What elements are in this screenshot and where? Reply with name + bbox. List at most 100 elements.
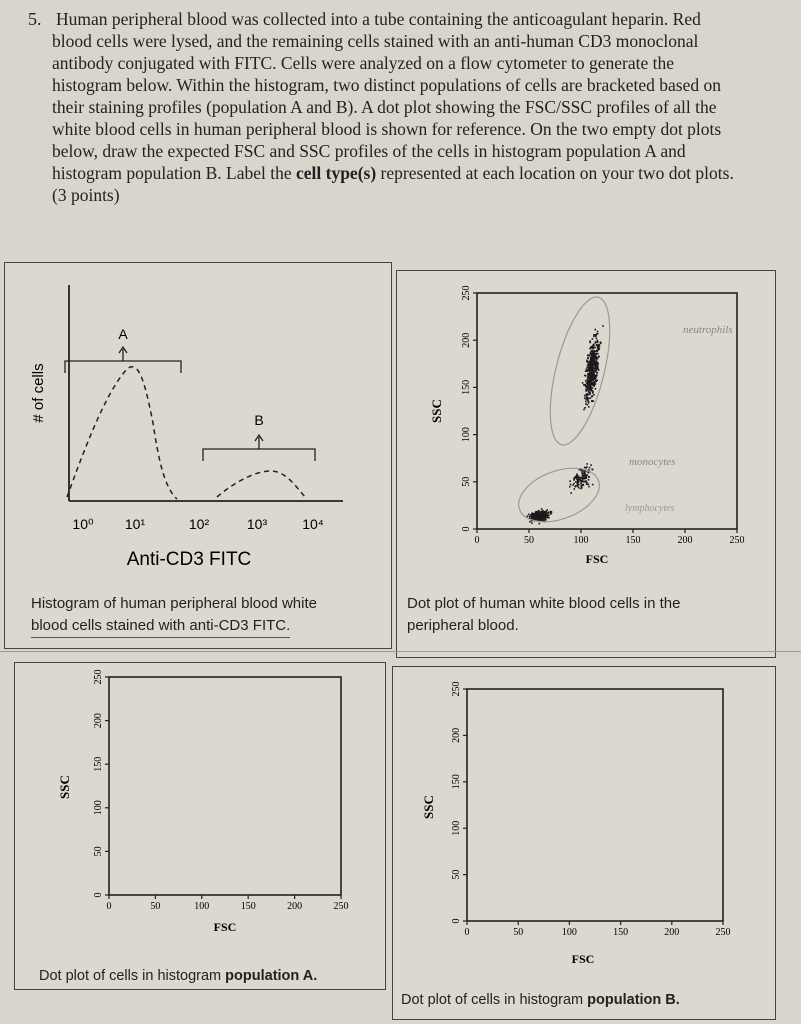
scatter-point [528, 515, 531, 518]
scatter-point [585, 368, 588, 371]
plot-a-caption: Dot plot of cells in histogram populatio… [39, 968, 318, 984]
scatter-point [580, 477, 583, 479]
scatter-point [527, 513, 530, 516]
scatter-point [595, 367, 598, 369]
scatter-point [585, 402, 587, 405]
scatter-point [583, 477, 586, 480]
plot-a-frame [108, 676, 342, 896]
histogram-ylabel: # of cells [30, 363, 47, 422]
scatter-point [588, 469, 590, 471]
scatter-point [592, 353, 595, 356]
scatter-point [585, 384, 587, 387]
scatter-point [595, 333, 598, 336]
scatter-point [585, 467, 587, 469]
scatter-point [595, 349, 598, 352]
scatter-point [594, 387, 597, 390]
scatter-point [584, 374, 586, 377]
scatter-point [575, 477, 577, 480]
scatter-point [587, 388, 589, 391]
scatter-point [533, 515, 535, 518]
scatter-point [579, 476, 582, 479]
scatter-point [536, 512, 539, 514]
scatter-point [599, 341, 602, 344]
scatter-point [591, 400, 593, 403]
scatter-point [586, 387, 588, 389]
question-line: below, draw the expected FSC and SSC pro… [52, 141, 686, 161]
scatter-point [591, 347, 594, 349]
scatter-point [595, 359, 598, 362]
scatter-point [591, 387, 594, 389]
scatter-point [544, 518, 546, 520]
scatter-point [580, 469, 582, 472]
scatter-point [593, 350, 596, 352]
scatter-point [587, 366, 589, 369]
scatter-point [591, 379, 594, 382]
scatter-point [583, 408, 585, 411]
scatter-point [591, 383, 594, 386]
scatter-point [596, 371, 599, 374]
scatter-point [538, 514, 541, 517]
scatter-point [573, 479, 575, 481]
histogram-xtick: 10² [189, 516, 210, 532]
scatter-point [590, 365, 593, 367]
scatter-point [545, 510, 547, 513]
reference-caption: Dot plot of human white blood cells in t… [407, 595, 681, 634]
reference-plot-panel: SSC FSC 0 50 100 150 200 250 0 50 100 150 200 250 … [396, 270, 776, 658]
x-tick-label: 250 [730, 535, 745, 546]
scatter-point [585, 474, 587, 477]
scatter-point [538, 512, 541, 515]
scatter-point [585, 394, 588, 397]
scatter-point [591, 483, 594, 486]
y-tick-label: 200 [93, 713, 104, 728]
scatter-point [573, 477, 575, 480]
scatter-point [581, 478, 584, 481]
scatter-point [593, 382, 595, 385]
scatter-point [585, 480, 587, 482]
scatter-point [595, 380, 598, 383]
histogram-peak-b [216, 470, 306, 498]
scatter-point [586, 403, 589, 406]
scatter-point [588, 367, 591, 370]
scatter-point [584, 374, 587, 377]
question-points: (3 points) [52, 185, 120, 205]
histogram-xtick: 10⁴ [302, 516, 324, 532]
scatter-point [593, 334, 596, 336]
scatter-point [589, 370, 591, 372]
scatter-point [581, 472, 583, 474]
scatter-point [548, 516, 550, 519]
scatter-point [536, 510, 538, 513]
scatter-point [587, 381, 590, 383]
scatter-point [547, 514, 549, 517]
scatter-point [597, 344, 599, 347]
scatter-point [587, 367, 590, 370]
scatter-point [597, 365, 599, 367]
scatter-point [588, 476, 590, 478]
scatter-point [589, 376, 591, 378]
scatter-point [588, 382, 590, 384]
scatter-point [594, 383, 597, 385]
reference-ylabel: SSC [429, 399, 444, 423]
scatter-point [594, 365, 596, 367]
scatter-point [586, 393, 588, 395]
bracket-a [64, 345, 182, 373]
scatter-point [590, 366, 593, 369]
scatter-point [543, 510, 546, 513]
scatter-point [596, 346, 599, 348]
scatter-point [593, 393, 595, 396]
scatter-point [589, 341, 592, 344]
section-divider [0, 651, 801, 652]
scatter-point [541, 510, 544, 513]
question-line: white blood cells in human peripheral bl… [52, 119, 722, 139]
scatter-point [547, 516, 549, 519]
scatter-point [587, 356, 589, 359]
scatter-point [539, 516, 542, 519]
scatter-point [549, 511, 552, 514]
y-tick-label: 100 [93, 800, 104, 815]
scatter-point [590, 386, 592, 389]
scatter-point [536, 519, 538, 522]
scatter-point [533, 517, 535, 520]
scatter-point [589, 397, 592, 399]
scatter-point [570, 492, 572, 494]
scatter-point [537, 513, 540, 516]
scatter-point [578, 478, 580, 480]
